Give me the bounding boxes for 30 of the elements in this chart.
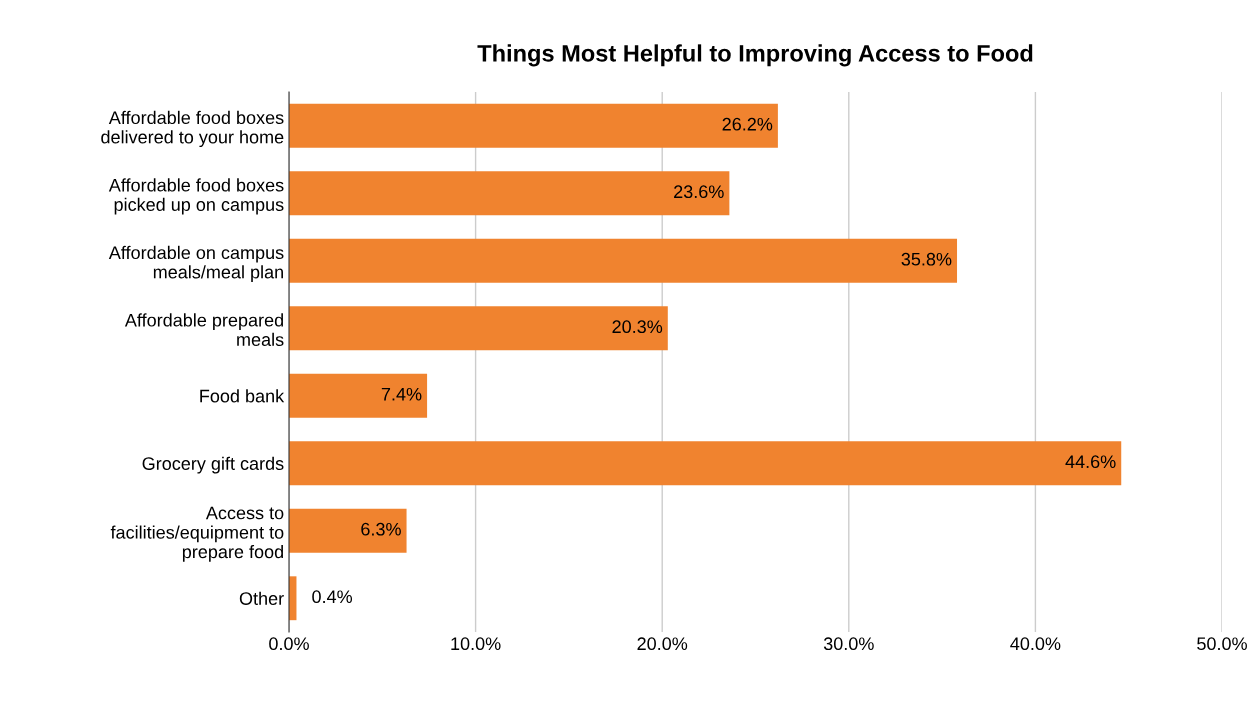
bar [289,171,730,216]
chart-title: Things Most Helpful to Improving Access to Food [477,44,1033,67]
data-label: 35.8% [901,252,952,266]
y-tick-label: Affordable food boxes delivered to your home [101,110,284,148]
x-tick-label: 50.0% [1197,637,1247,651]
data-label: 6.3% [361,522,401,536]
x-tick-label: 20.0% [637,637,688,651]
bar [289,306,668,351]
y-tick-label: Access to facilities/equipment to prepare food [110,506,284,562]
x-tick-label: 40.0% [1010,637,1061,651]
y-tick-label: Food bank [200,389,285,403]
bar [289,103,778,148]
data-label: 26.2% [722,117,773,131]
data-label: 0.4% [312,590,353,604]
y-tick-label: Affordable on campus meals/meal plan [108,245,284,283]
bar [289,238,958,283]
data-label: 44.6% [1065,455,1116,469]
bar [289,508,407,553]
x-tick-label: 0.0% [269,637,309,651]
bar [289,373,428,418]
y-tick-label: Grocery gift cards [142,456,284,474]
data-label: 20.3% [612,320,663,334]
x-tick-label: 10.0% [451,637,501,651]
bar [289,441,1122,486]
x-tick-label: 30.0% [823,637,874,651]
y-tick-label: Affordable prepared meals [124,313,284,346]
data-label: 7.4% [381,387,422,401]
data-label: 23.6% [674,185,724,199]
y-tick-label: Other [239,591,284,605]
y-tick-label: Affordable food boxes picked up on campus [108,178,284,215]
